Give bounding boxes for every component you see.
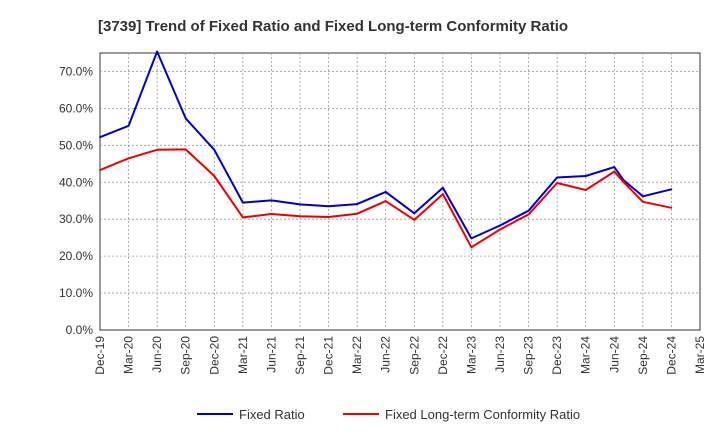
x-tick-label: Dec-20 (207, 336, 221, 375)
x-tick-label: Sep-21 (293, 336, 307, 375)
x-tick-label: Dec-23 (550, 336, 564, 375)
data-point (613, 166, 616, 169)
data-point (213, 148, 216, 151)
data-point (384, 190, 387, 193)
data-point (99, 136, 101, 139)
x-tick-label: Jun-24 (607, 336, 621, 373)
data-point (241, 201, 244, 204)
y-tick-label: 0.0% (66, 323, 94, 337)
x-tick-label: Jun-21 (264, 336, 278, 373)
data-point (184, 117, 187, 120)
data-point (527, 209, 530, 212)
data-point (184, 148, 187, 151)
data-point (527, 213, 530, 216)
x-tick-label: Dec-21 (322, 336, 336, 375)
data-point (470, 237, 473, 240)
data-point (327, 216, 330, 218)
y-tick-label: 70.0% (59, 64, 93, 78)
legend-label: Fixed Long-term Conformity Ratio (385, 407, 580, 422)
x-tick-label: Mar-20 (122, 336, 136, 374)
data-point (270, 199, 273, 202)
data-point (156, 50, 159, 53)
y-tick-label: 60.0% (59, 101, 93, 115)
series-lines (99, 50, 673, 249)
y-tick-label: 40.0% (59, 175, 93, 189)
data-point (413, 212, 416, 215)
data-point (470, 246, 473, 249)
data-point (127, 157, 130, 160)
data-point (670, 188, 673, 191)
x-tick-label: Jun-23 (493, 336, 507, 373)
y-tick-label: 20.0% (59, 249, 93, 263)
x-tick-label: Mar-23 (464, 336, 478, 374)
data-point (556, 176, 559, 179)
data-point (299, 215, 301, 218)
y-tick-label: 10.0% (59, 286, 93, 300)
x-tick-label: Dec-24 (664, 336, 678, 375)
x-axis-ticks: Dec-19 Mar-20 Jun-20 Sep-20 Dec-20 Mar-21 Jun-… (93, 336, 707, 375)
data-point (584, 189, 587, 191)
series-line-fixed-long-term-conformity-ratio (99, 148, 672, 249)
data-point (441, 186, 444, 189)
data-point (299, 203, 301, 206)
x-tick-label: Mar-21 (236, 336, 250, 374)
plot-area (99, 52, 701, 331)
data-point (384, 200, 387, 203)
data-point (156, 148, 159, 151)
x-tick-label: Mar-24 (579, 336, 593, 374)
data-point (127, 124, 130, 127)
y-tick-label: 30.0% (59, 212, 93, 226)
data-point (356, 212, 359, 215)
data-point (622, 181, 625, 184)
series-line-fixed-ratio (99, 50, 672, 240)
data-point (327, 205, 330, 208)
x-tick-label: Sep-22 (407, 336, 421, 375)
chart-title: [3739] Trend of Fixed Ratio and Fixed Lo… (98, 18, 568, 35)
data-point (413, 219, 416, 221)
data-point (213, 175, 216, 177)
data-point (641, 200, 644, 203)
data-point (356, 203, 359, 205)
x-tick-label: Mar-25 (693, 336, 707, 374)
data-point (670, 206, 673, 209)
x-tick-label: Jun-20 (150, 336, 164, 373)
data-point (641, 195, 644, 198)
data-point (270, 213, 273, 215)
data-point (241, 216, 244, 219)
grid (100, 53, 700, 330)
x-tick-label: Dec-19 (93, 336, 107, 375)
data-point (99, 169, 101, 171)
data-point (499, 228, 501, 231)
x-tick-label: Sep-23 (522, 336, 536, 375)
legend: Fixed Ratio Fixed Long-term Conformity Ra… (197, 407, 580, 422)
legend-label: Fixed Ratio (239, 407, 305, 422)
data-point (441, 193, 444, 195)
x-tick-label: Sep-20 (179, 336, 193, 375)
x-tick-label: Dec-22 (436, 336, 450, 375)
x-tick-label: Jun-22 (379, 336, 393, 373)
x-tick-label: Sep-24 (636, 336, 650, 375)
data-point (613, 170, 616, 173)
y-axis-ticks: 0.0% 10.0% 20.0% 30.0% 40.0% 50.0% 60.0% 70.0% (59, 64, 93, 337)
y-tick-label: 50.0% (59, 138, 93, 152)
x-tick-label: Mar-22 (350, 336, 364, 374)
data-point (556, 182, 559, 184)
data-point (499, 224, 501, 227)
data-point (584, 175, 587, 177)
